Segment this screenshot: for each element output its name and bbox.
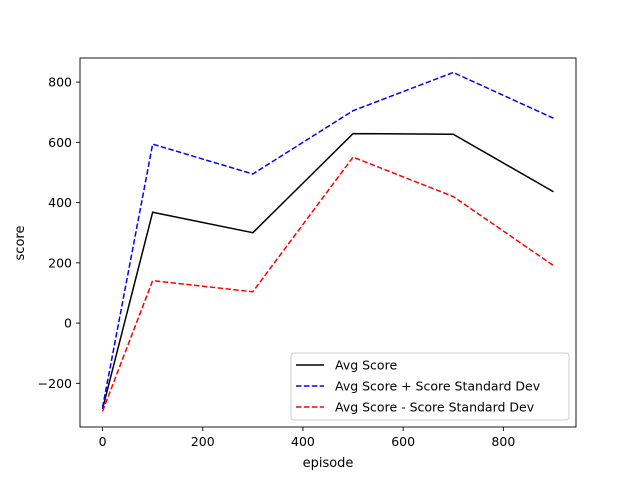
plot-frame <box>79 57 577 428</box>
y-tick-label: 200 <box>48 255 72 270</box>
series-line-2 <box>101 71 554 408</box>
x-tick-label: 600 <box>391 434 415 449</box>
axes-layer: 0 200 400 600 800 −200 0 200 400 600 800 <box>38 57 577 449</box>
y-tick-label: 800 <box>48 75 72 90</box>
legend-box <box>290 352 570 421</box>
x-tick-label: 200 <box>191 434 215 449</box>
x-axis-label: episode <box>303 456 354 471</box>
series-line-3 <box>101 156 554 412</box>
x-tick-label: 800 <box>491 434 515 449</box>
y-tick-label: 600 <box>48 135 72 150</box>
legend-label-3: Avg Score - Score Standard Dev <box>335 400 535 415</box>
legend: Avg Score Avg Score + Score Standard Dev A… <box>290 352 570 421</box>
y-tick-label: 0 <box>64 316 72 331</box>
series-line-1 <box>101 132 554 410</box>
legend-label-1: Avg Score <box>335 358 397 373</box>
x-tick-label: 0 <box>99 434 107 449</box>
y-axis-label: score <box>13 226 28 261</box>
x-tick-label: 400 <box>291 434 315 449</box>
legend-label-2: Avg Score + Score Standard Dev <box>335 379 541 394</box>
y-tick-label: 400 <box>48 195 72 210</box>
y-tick-label: −200 <box>38 376 72 391</box>
series-layer <box>101 71 554 412</box>
